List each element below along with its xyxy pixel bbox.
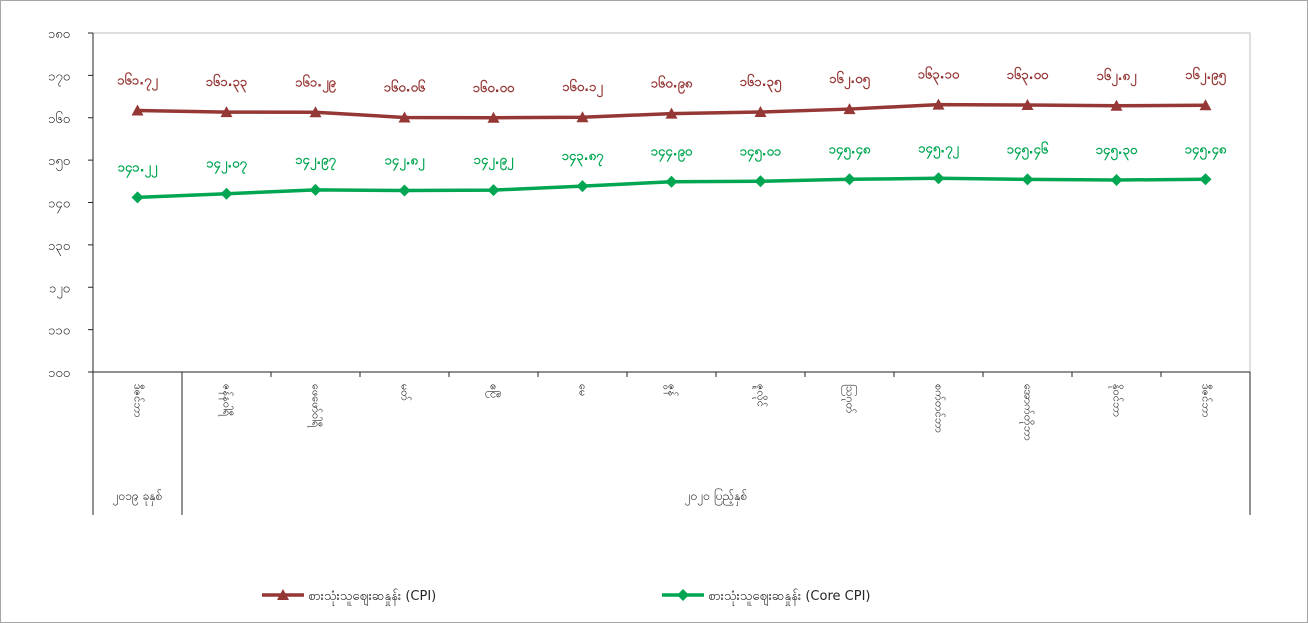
data-point-triangle — [1199, 99, 1212, 111]
data-label: ၁၆၀.၉၈ — [651, 75, 693, 95]
data-label: ၁၆၁.၃၅ — [740, 73, 782, 93]
data-label: ၁၄၂.၉၂ — [474, 153, 514, 171]
legend-label: စားသုံးသူဈေးဆနှုန်း (CPI) — [308, 588, 436, 606]
data-label: ၁၆၀.၁၂ — [562, 78, 603, 98]
group-label: ၂၀၂၀ ပြည့်နှစ် — [685, 487, 748, 506]
y-tick-label: ၁၃၀ — [48, 239, 70, 256]
data-point-triangle — [1021, 99, 1034, 111]
x-axis-ticks: ဒီဇင်ဘာ ဇန်နဝါရီ ဖေဖော်ဝါရီ မတ် ဧပြီ မေ ဇွန် ဇူ… — [132, 384, 1213, 441]
legend-marker-diamond — [677, 589, 689, 601]
data-point-triangle — [1110, 99, 1123, 111]
x-tick-label: ဇန်နဝါရီ — [219, 384, 234, 417]
axes — [88, 32, 1251, 377]
y-tick-label: ၁၇၀ — [48, 69, 70, 86]
y-tick-label: ၁၄၀ — [48, 197, 70, 214]
y-tick-label: ၁၅၀ — [48, 154, 70, 171]
data-label: ၁၆၀.၀၆ — [384, 78, 426, 95]
data-label: ၁၆၀.၀၀ — [473, 79, 515, 96]
data-label: ၁၄၄.၉၀ — [651, 145, 693, 163]
data-point-diamond — [843, 173, 856, 186]
data-label: ၁၄၅.၄၈ — [1185, 142, 1227, 160]
y-tick-label: ၁၂၀ — [49, 281, 70, 298]
data-point-diamond — [131, 191, 144, 204]
data-point-diamond — [220, 187, 233, 200]
x-tick-label: နိုဝင်ဘာ — [1109, 384, 1124, 417]
data-point-diamond — [932, 172, 945, 185]
y-tick-label: ၁၆၀ — [48, 111, 70, 127]
data-label: ၁၆၁.၃၃ — [206, 73, 248, 93]
data-point-triangle — [131, 104, 144, 116]
data-point-triangle — [843, 103, 856, 115]
data-label: ၁၄၅.၇၂ — [918, 141, 959, 159]
legend: စားသုံးသူဈေးဆနှုန်း (CPI) စားသုံးသူဈေးဆနှ… — [262, 588, 870, 606]
data-point-triangle — [754, 106, 767, 118]
data-label: ၁၆၁.၂၉ — [295, 73, 336, 93]
x-tick-label: စက်တင်ဘာ — [933, 384, 946, 433]
legend-marker-triangle — [277, 589, 289, 600]
y-tick-label: ၁၀၀ — [48, 366, 70, 381]
x-tick-label: ဩဂုတ် — [842, 384, 858, 414]
data-label: ၁၆၃.၀၀ — [1007, 66, 1049, 86]
data-label: ၁၆၃.၁၀ — [918, 66, 960, 86]
data-point-diamond — [398, 184, 411, 197]
data-label: ၁၄၅.၃၀ — [1096, 143, 1138, 161]
data-label: ၁၄၅.၀၁ — [740, 144, 782, 162]
legend-label: စားသုံးသူဈေးဆနှုန်း (Core CPI) — [708, 588, 870, 606]
data-label: ၁၄၂.၈၂ — [385, 154, 425, 172]
x-axis-groups: ၂၀၁၉ ခုနှစ် ၂၀၂၀ ပြည့်နှစ် — [92, 372, 1251, 515]
x-tick-label: ဒီဇင်ဘာ — [132, 384, 145, 418]
data-label: ၁၆၁.၇၂ — [117, 71, 158, 91]
x-tick-label: အောက်တိုဘာ — [1020, 384, 1035, 441]
data-point-triangle — [398, 111, 411, 123]
data-point-diamond — [665, 175, 678, 188]
x-tick-label: ဇွန် — [664, 384, 679, 396]
data-label: ၁၄၅.၄၈ — [829, 142, 871, 160]
series-layer: ၁၆၁.၇၂ ၁၆၁.၃၃ ၁၆၁.၂၉ ၁၆၀.၀၆ ၁၆၀.၀၀ ၁၆၀.၁၂ ၁၆၀.… — [117, 66, 1227, 204]
x-tick-label: ဒီဇင်ဘာ — [1200, 384, 1213, 418]
x-tick-label: မေ — [577, 384, 590, 396]
data-point-triangle — [932, 98, 945, 110]
y-axis-ticks: ၁၀၀ ၁၁၀ ၁၂၀ ၁၃၀ ၁၄၀ ၁၅၀ ၁၆၀ ၁၇၀ ၁၈၀ — [48, 27, 70, 381]
data-point-triangle — [309, 106, 322, 118]
data-label: ၁၄၃.၈၇ — [562, 149, 604, 167]
x-tick-label: ဇူလိုင် — [753, 384, 768, 407]
data-label: ၁၄၂.၀၇ — [206, 157, 247, 175]
x-tick-label: မတ် — [399, 384, 412, 401]
y-tick-label: ၁၈၀ — [48, 27, 70, 42]
data-point-diamond — [1110, 174, 1123, 187]
x-tick-label: ဖေဖော်ဝါရီ — [308, 384, 323, 428]
data-label: ၁၄၂.၉၇ — [295, 153, 336, 171]
data-point-triangle — [576, 111, 589, 123]
group-label: ၂၀၁၉ ခုနှစ် — [113, 488, 163, 506]
data-point-triangle — [487, 111, 500, 123]
x-tick-label: ဧပြီ — [486, 384, 501, 398]
data-point-diamond — [487, 184, 500, 197]
data-point-diamond — [1021, 173, 1034, 186]
data-point-triangle — [665, 107, 678, 119]
data-point-diamond — [1199, 173, 1212, 186]
data-point-diamond — [309, 183, 322, 196]
data-label: ၁၄၅.၄၆ — [1007, 140, 1049, 160]
data-label: ၁၆၂.၉၅ — [1185, 66, 1226, 86]
y-tick-label: ၁၁၀ — [48, 324, 70, 339]
data-point-triangle — [220, 106, 233, 118]
data-label: ၁၆၂.၈၂ — [1097, 67, 1137, 87]
data-label: ၁၆၂.၀၅ — [829, 70, 870, 90]
data-point-diamond — [576, 180, 589, 193]
data-label: ၁၄၁.၂၂ — [118, 160, 158, 178]
data-point-diamond — [754, 175, 767, 188]
